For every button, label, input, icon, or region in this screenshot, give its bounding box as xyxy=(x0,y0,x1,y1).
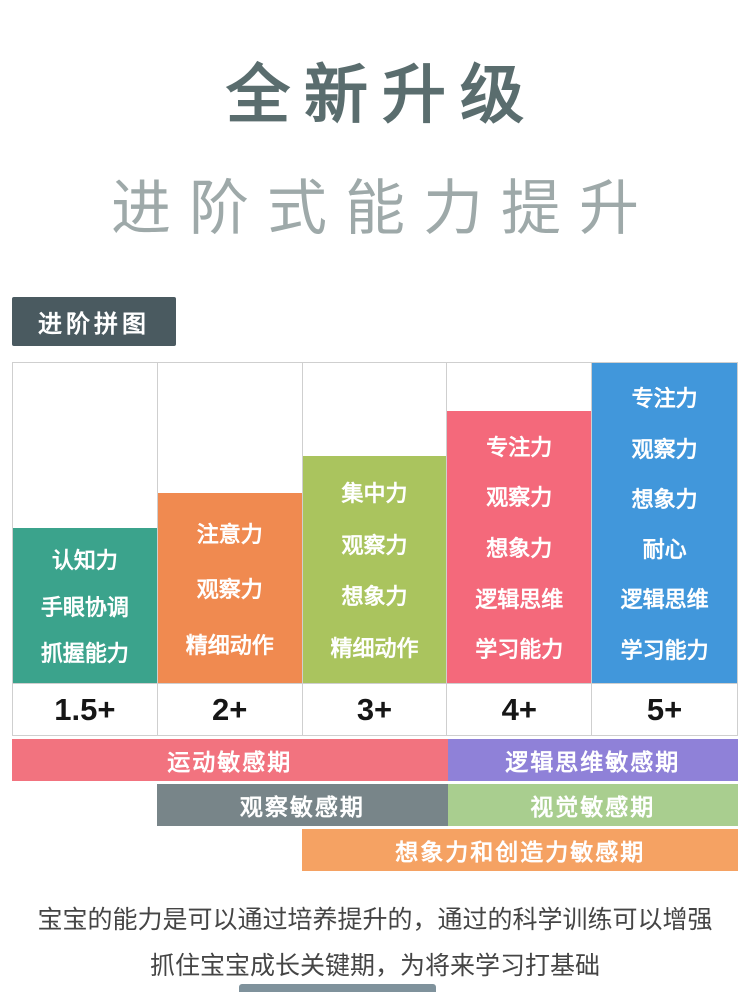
ability-label: 精细动作 xyxy=(330,636,419,662)
ability-label: 观察力 xyxy=(486,485,553,511)
period-label: 逻辑思维敏感期 xyxy=(505,749,681,775)
period-bar-observation: 观察敏感期 xyxy=(157,784,448,826)
ability-label: 观察力 xyxy=(341,532,408,558)
ability-label: 想象力 xyxy=(631,486,698,512)
ability-label: 学习能力 xyxy=(620,637,709,663)
chart-column-age-3: 集中力 观察力 想象力 精细动作 xyxy=(302,363,448,683)
footer-line-2: 抓住宝宝成长关键期，为将来学习打基础 xyxy=(149,952,600,980)
ability-label: 认知力 xyxy=(51,547,118,573)
ability-label: 抓握能力 xyxy=(40,641,129,667)
ability-label: 逻辑思维 xyxy=(475,586,564,612)
ability-block: 专注力 观察力 想象力 逻辑思维 学习能力 xyxy=(447,411,592,683)
ability-label: 观察力 xyxy=(196,577,263,602)
chart-columns: 认知力 手眼协调 抓握能力 注意力 观察力 精细动作 集中力 观察力 想象力 精… xyxy=(13,363,737,683)
next-section-peek xyxy=(239,984,436,992)
sensitive-periods: 运动敏感期 逻辑思维敏感期 观察敏感期 视觉敏感期 想象力和创造力敏感期 xyxy=(12,739,738,871)
ability-label: 集中力 xyxy=(341,480,408,506)
age-tick: 4+ xyxy=(447,684,593,735)
ability-label: 专注力 xyxy=(631,386,698,412)
ability-block: 注意力 观察力 精细动作 xyxy=(157,493,302,683)
ability-label: 精细动作 xyxy=(185,632,274,658)
chart-column-age-4: 专注力 观察力 想象力 逻辑思维 学习能力 xyxy=(447,363,593,683)
ability-stage-chart: 认知力 手眼协调 抓握能力 注意力 观察力 精细动作 集中力 观察力 想象力 精… xyxy=(12,362,738,736)
chart-column-age-1-5: 认知力 手眼协调 抓握能力 xyxy=(13,363,158,683)
ability-block: 专注力 观察力 想象力 耐心 逻辑思维 学习能力 xyxy=(592,363,737,683)
ability-block: 认知力 手眼协调 抓握能力 xyxy=(13,528,157,683)
page-title: 全新升级 xyxy=(226,59,538,131)
ability-label: 逻辑思维 xyxy=(620,587,709,613)
ability-label: 注意力 xyxy=(196,521,263,547)
age-tick: 3+ xyxy=(303,684,448,735)
period-label: 想象力和创造力敏感期 xyxy=(395,839,646,865)
period-row-3: 想象力和创造力敏感期 xyxy=(12,829,738,871)
ability-label: 观察力 xyxy=(631,436,698,462)
ability-block: 集中力 观察力 想象力 精细动作 xyxy=(302,456,447,683)
age-tick: 5+ xyxy=(646,691,683,727)
ability-label: 学习能力 xyxy=(475,637,564,663)
period-bar-motor: 运动敏感期 xyxy=(12,739,448,781)
period-label: 运动敏感期 xyxy=(167,749,293,775)
period-label: 观察敏感期 xyxy=(239,794,365,820)
chart-column-age-2: 注意力 观察力 精细动作 xyxy=(157,363,303,683)
period-row-2: 观察敏感期 视觉敏感期 xyxy=(12,784,738,826)
footer-copy: 宝宝的能力是可以通过培养提升的，通过的科学训练可以增强 抓住宝宝成长关键期，为将… xyxy=(0,897,750,989)
period-bar-logic: 逻辑思维敏感期 xyxy=(447,739,738,781)
footer-line-1: 宝宝的能力是可以通过培养提升的，通过的科学训练可以增强 xyxy=(37,906,713,934)
page-subtitle: 进阶式能力提升 xyxy=(111,175,657,242)
age-tick: 1.5+ xyxy=(13,684,158,735)
period-bar-vision: 视觉敏感期 xyxy=(447,784,738,826)
ability-label: 手眼协调 xyxy=(40,594,129,620)
age-tick: 2+ xyxy=(158,684,303,735)
ability-label: 专注力 xyxy=(486,434,553,460)
ability-label: 耐心 xyxy=(642,537,687,563)
period-label: 视觉敏感期 xyxy=(530,794,656,820)
age-axis-row: 1.5+ 2+ 3+ 4+ 5+ xyxy=(13,683,737,735)
ability-label: 想象力 xyxy=(341,584,408,610)
chart-column-age-5: 专注力 观察力 想象力 耐心 逻辑思维 学习能力 xyxy=(592,363,737,683)
period-row-1: 运动敏感期 逻辑思维敏感期 xyxy=(12,739,738,781)
section-badge: 进阶拼图 xyxy=(12,297,176,346)
ability-label: 想象力 xyxy=(486,535,553,561)
period-bar-imagination: 想象力和创造力敏感期 xyxy=(302,829,738,871)
